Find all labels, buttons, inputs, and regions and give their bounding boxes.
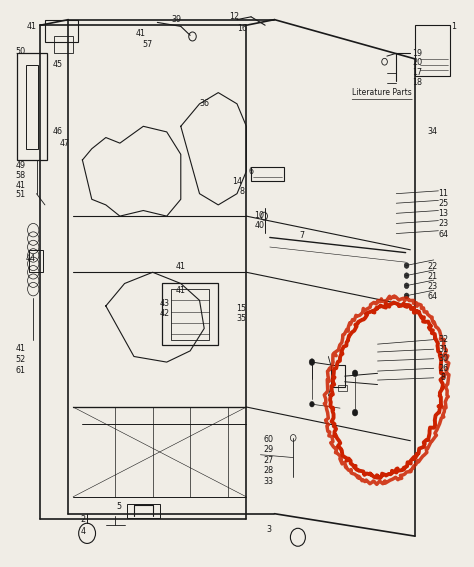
Text: 1: 1 <box>451 22 456 31</box>
Text: 5: 5 <box>117 502 121 511</box>
Text: 39: 39 <box>171 15 181 24</box>
Text: 11: 11 <box>438 189 448 198</box>
Circle shape <box>352 409 358 416</box>
Bar <box>28 250 43 272</box>
Text: 64: 64 <box>428 293 438 302</box>
Bar <box>55 36 73 53</box>
Bar <box>415 26 450 76</box>
Text: 2: 2 <box>81 515 86 524</box>
Text: 16: 16 <box>237 24 246 32</box>
Text: 64: 64 <box>438 230 448 239</box>
Text: 46: 46 <box>53 128 63 137</box>
Bar <box>251 167 284 181</box>
Text: 31: 31 <box>438 345 448 354</box>
Text: 25: 25 <box>438 199 448 208</box>
Text: 50: 50 <box>16 47 26 56</box>
Text: 60: 60 <box>264 435 274 444</box>
Text: 41: 41 <box>176 262 186 271</box>
Circle shape <box>404 273 409 278</box>
Text: 36: 36 <box>199 99 209 108</box>
Bar <box>172 289 209 340</box>
Text: 57: 57 <box>142 40 152 49</box>
Circle shape <box>352 370 358 376</box>
Text: 10: 10 <box>255 211 264 220</box>
Text: 19: 19 <box>412 49 422 58</box>
Text: 41: 41 <box>136 29 146 38</box>
Text: 34: 34 <box>428 128 438 137</box>
Text: 61: 61 <box>16 366 26 375</box>
Text: 17: 17 <box>412 69 422 78</box>
Text: 20: 20 <box>412 58 422 67</box>
Bar <box>127 504 160 518</box>
Text: 18: 18 <box>412 78 422 87</box>
Text: 23: 23 <box>428 282 438 291</box>
Circle shape <box>404 283 409 289</box>
Text: 27: 27 <box>264 456 274 465</box>
Text: 13: 13 <box>438 209 448 218</box>
Circle shape <box>404 293 409 299</box>
Text: 41: 41 <box>16 181 26 190</box>
Text: 6: 6 <box>248 167 254 176</box>
Text: 33: 33 <box>264 477 274 485</box>
Text: 41: 41 <box>176 286 186 295</box>
Text: Literature Parts: Literature Parts <box>352 88 412 97</box>
Text: 41: 41 <box>16 344 26 353</box>
Text: 14: 14 <box>232 177 242 186</box>
Text: 26: 26 <box>438 364 448 373</box>
Text: 35: 35 <box>237 314 247 323</box>
Text: 23: 23 <box>438 219 448 229</box>
Text: 49: 49 <box>16 161 26 170</box>
Circle shape <box>309 359 315 366</box>
Bar <box>337 384 347 391</box>
Text: 47: 47 <box>60 139 70 147</box>
Text: 3: 3 <box>266 525 271 534</box>
Text: 29: 29 <box>264 445 274 454</box>
Text: 21: 21 <box>428 272 438 281</box>
Bar <box>26 65 38 149</box>
Text: 40: 40 <box>255 221 264 230</box>
Circle shape <box>404 263 409 268</box>
Text: 7: 7 <box>299 231 304 240</box>
Text: 51: 51 <box>16 191 26 199</box>
Text: 4: 4 <box>81 527 86 536</box>
Text: 22: 22 <box>428 262 438 271</box>
Text: 43: 43 <box>159 299 169 308</box>
Text: 44: 44 <box>26 254 36 263</box>
Bar <box>17 53 47 160</box>
Text: 8: 8 <box>441 373 446 382</box>
Text: 28: 28 <box>264 466 274 475</box>
Circle shape <box>310 401 314 407</box>
Text: 52: 52 <box>16 355 26 364</box>
Bar <box>45 20 78 42</box>
Text: 32: 32 <box>438 335 448 344</box>
Text: 45: 45 <box>53 60 63 69</box>
Bar <box>331 365 345 387</box>
Bar <box>162 284 218 345</box>
Text: 8: 8 <box>239 187 244 196</box>
Text: 41: 41 <box>27 22 37 31</box>
Text: 30: 30 <box>438 354 448 363</box>
Text: 58: 58 <box>16 171 26 180</box>
Text: 15: 15 <box>237 304 247 313</box>
Text: 12: 12 <box>229 12 239 22</box>
Text: 42: 42 <box>159 309 169 318</box>
